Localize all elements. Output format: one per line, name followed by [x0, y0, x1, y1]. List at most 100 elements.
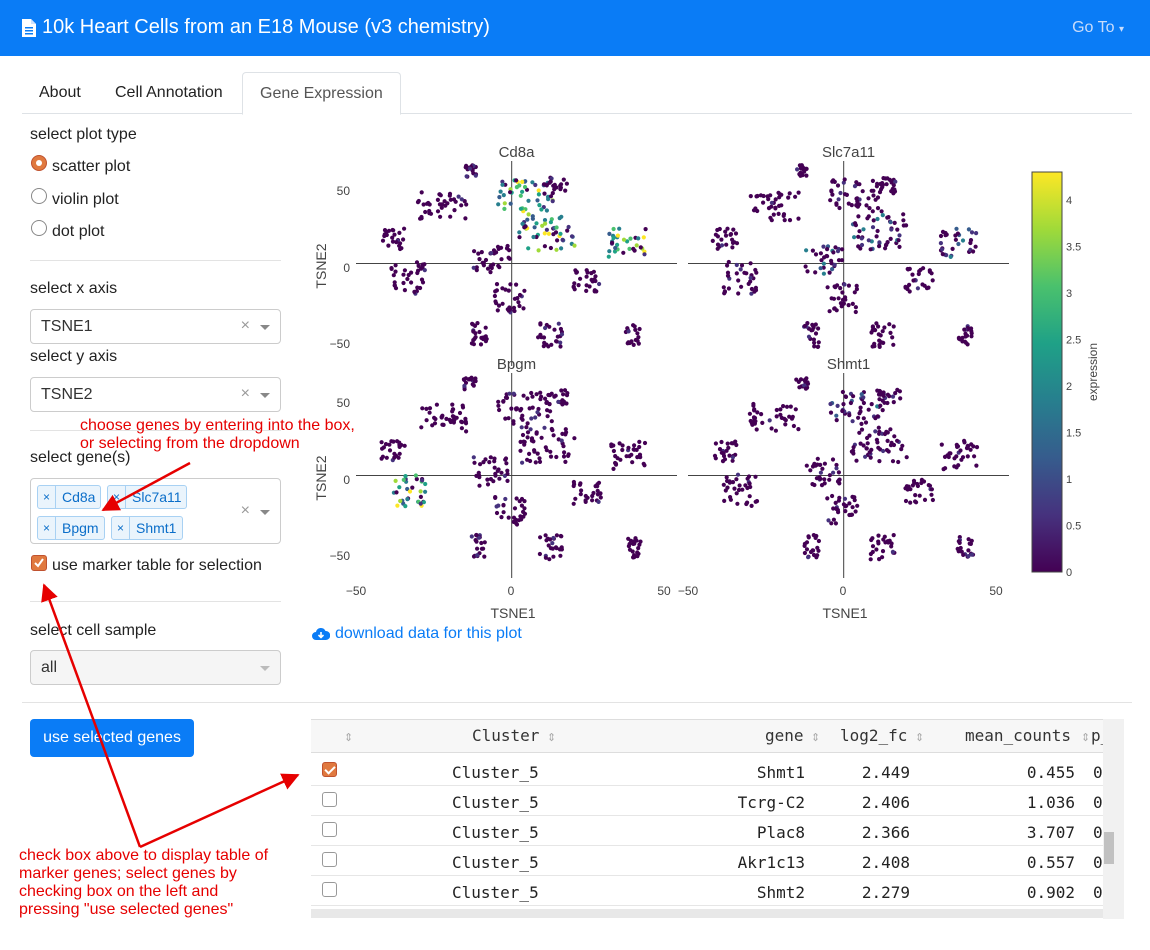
row-checkbox[interactable]: [322, 792, 337, 807]
data-point: [591, 269, 596, 274]
row-checkbox[interactable]: [322, 822, 337, 837]
data-point: [864, 203, 869, 208]
y-axis-select[interactable]: TSNE2 ×: [30, 377, 281, 412]
data-point: [456, 194, 461, 199]
data-point: [836, 246, 841, 252]
tab-about[interactable]: About: [39, 84, 81, 101]
clear-icon[interactable]: ×: [240, 385, 250, 402]
data-point: [529, 390, 534, 396]
data-point: [448, 419, 453, 425]
x-axis-select[interactable]: TSNE1 ×: [30, 309, 281, 344]
sample-select[interactable]: all: [30, 650, 281, 685]
data-point: [554, 533, 559, 538]
data-point: [883, 246, 888, 251]
table-row[interactable]: Cluster_5 Plac8 2.366 3.707 0: [311, 816, 1111, 846]
data-point: [543, 396, 548, 401]
data-point: [787, 191, 792, 196]
data-point: [494, 301, 499, 306]
clear-icon[interactable]: ×: [240, 317, 250, 334]
gene-tag-slc7a11[interactable]: × Slc7a11: [107, 485, 187, 509]
chevron-down-icon[interactable]: [260, 325, 270, 330]
data-point: [830, 493, 835, 499]
data-point: [432, 415, 437, 420]
download-link[interactable]: download data for this plot: [312, 625, 522, 643]
data-point: [804, 540, 810, 545]
chevron-down-icon[interactable]: [260, 666, 270, 671]
radio-scatter-plot[interactable]: [31, 155, 47, 171]
data-point: [805, 380, 810, 385]
goto-dropdown[interactable]: Go To ▾: [1072, 19, 1124, 37]
data-point: [532, 448, 537, 453]
data-point: [713, 441, 718, 446]
remove-tag-icon[interactable]: ×: [38, 486, 56, 508]
data-point: [835, 403, 840, 408]
data-point: [424, 406, 429, 411]
table-row[interactable]: Cluster_5 Shmt1 2.449 0.455 0: [311, 756, 1111, 786]
data-point: [734, 491, 739, 496]
remove-tag-icon[interactable]: ×: [112, 517, 130, 539]
gene-tag-bpgm[interactable]: × Bpgm: [37, 516, 105, 540]
gene-tag-shmt1[interactable]: × Shmt1: [111, 516, 183, 540]
row-checkbox[interactable]: [322, 852, 337, 867]
scrollbar-thumb[interactable]: [1104, 832, 1114, 864]
remove-tag-icon[interactable]: ×: [38, 517, 56, 539]
divider: [30, 260, 281, 261]
data-point: [736, 291, 741, 296]
table-row[interactable]: Cluster_5 Tcrg-C2 2.406 1.036 0: [311, 786, 1111, 816]
data-point: [715, 246, 720, 251]
data-point: [861, 395, 866, 400]
data-point: [488, 263, 493, 268]
col-log2fc[interactable]: log2_fc: [840, 726, 908, 745]
data-point: [634, 243, 639, 248]
data-point: [901, 212, 906, 217]
data-point: [724, 475, 729, 480]
remove-tag-icon[interactable]: ×: [108, 486, 126, 508]
radio-violin-plot[interactable]: [31, 188, 47, 204]
col-mean-counts[interactable]: mean_counts: [965, 726, 1071, 745]
data-point: [543, 555, 548, 560]
data-point: [526, 246, 531, 251]
data-point: [542, 425, 547, 430]
tab-cell-annotation[interactable]: Cell Annotation: [115, 84, 223, 101]
data-point: [386, 243, 391, 248]
data-point: [572, 243, 577, 248]
genes-multiselect[interactable]: × Cd8a × Slc7a11 × Bpgm × Shmt1 ×: [30, 478, 281, 544]
data-point: [525, 421, 530, 426]
data-point: [774, 414, 779, 419]
gene-tag-cd8a[interactable]: × Cd8a: [37, 485, 101, 509]
sort-icon[interactable]: ⇕: [1081, 731, 1091, 744]
data-point: [464, 202, 469, 207]
marker-table-checkbox[interactable]: [31, 555, 47, 571]
clear-icon[interactable]: ×: [240, 502, 250, 519]
chevron-down-icon[interactable]: [260, 393, 270, 398]
radio-dot-plot[interactable]: [31, 220, 47, 236]
col-cluster[interactable]: Cluster: [472, 726, 540, 745]
data-point: [815, 456, 820, 461]
sort-icon[interactable]: ⇕: [811, 731, 821, 744]
data-point: [410, 485, 415, 490]
sort-icon[interactable]: ⇕: [915, 731, 925, 744]
data-point: [963, 340, 969, 345]
tab-gene-expression[interactable]: Gene Expression: [242, 72, 401, 115]
table-vertical-scrollbar[interactable]: [1103, 719, 1124, 919]
data-point: [617, 441, 622, 446]
table-row[interactable]: Cluster_5 Shmt2 2.279 0.902 0: [311, 876, 1111, 906]
row-checkbox[interactable]: [322, 882, 337, 897]
data-point: [880, 408, 885, 413]
data-point: [865, 441, 870, 446]
expression-plot[interactable]: Cd8a Slc7a11 Bpgm Shmt1 50 0 −50 TSNE2 50 0 −50 TSN…: [300, 135, 1140, 625]
cell-gene: Tcrg-C2: [737, 793, 805, 812]
table-horizontal-scrollbar[interactable]: [311, 909, 1103, 918]
data-point: [959, 457, 964, 462]
data-point: [492, 465, 497, 470]
data-point: [956, 335, 962, 340]
chevron-down-icon[interactable]: [260, 510, 270, 515]
table-row[interactable]: Cluster_5 Akr1c13 2.408 0.557 0: [311, 846, 1111, 876]
data-point: [384, 455, 389, 460]
sort-icon[interactable]: ⇕: [344, 731, 354, 744]
sort-icon[interactable]: ⇕: [547, 731, 557, 744]
col-gene[interactable]: gene: [765, 726, 804, 745]
data-point: [834, 413, 839, 418]
use-selected-genes-button[interactable]: use selected genes: [30, 719, 194, 757]
row-checkbox[interactable]: [322, 762, 337, 777]
